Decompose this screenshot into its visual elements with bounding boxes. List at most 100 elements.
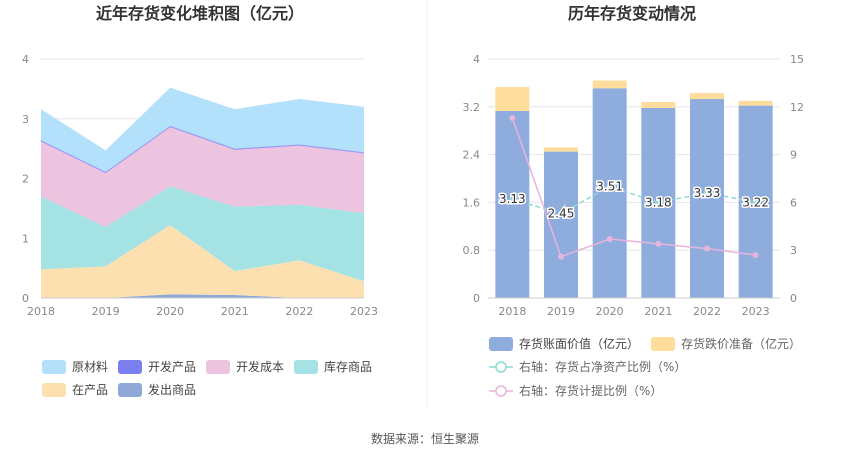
left-y-tick-label: 4 (22, 53, 29, 66)
bar-line-chart: 历年存货变动情况 0 0.8 1.6 2.4 3.2 4 0 3 6 9 12 15 3.13 2.4… (463, 4, 805, 398)
legend-swatch-存货账面价值（亿元） (489, 337, 513, 351)
point-右轴：存货计提比例（%） (655, 240, 662, 247)
legend-label-原材料: 原材料 (72, 360, 108, 374)
right-y2-tick-label: 9 (790, 149, 797, 162)
right-x-tick-label: 2019 (547, 305, 575, 318)
legend-label-存货账面价值（亿元）: 存货账面价值（亿元） (519, 336, 639, 351)
left-x-tick-label: 2019 (92, 305, 120, 318)
legend-marker-右轴：存货计提比例（%） (495, 385, 507, 397)
left-y-tick-label: 1 (22, 232, 29, 245)
point-右轴：存货占净资产比例（%） (704, 189, 710, 196)
bar-存货跌价准备（亿元） (641, 102, 676, 108)
legend-swatch-库存商品 (294, 360, 318, 374)
stacked-area-chart: 近年存货变化堆积图（亿元） 0 1 2 3 4 2018 2019 2020 2021 2022… (22, 4, 378, 397)
right-y2-tick-label: 0 (790, 292, 797, 305)
point-右轴：存货占净资产比例（%） (558, 210, 564, 217)
legend-swatch-开发产品 (118, 360, 142, 374)
bar-存货跌价准备（亿元） (495, 87, 530, 111)
right-y-tick-label: 4 (473, 53, 480, 66)
legend-label-库存商品: 库存商品 (324, 359, 372, 374)
line-右轴：存货占净资产比例（%） (512, 185, 756, 215)
left-y-tick-label: 0 (22, 292, 29, 305)
right-y-tick-label: 0 (473, 292, 480, 305)
bar-data-label: 3.33 (694, 186, 721, 200)
legend-label-开发成本: 开发成本 (236, 359, 284, 374)
left-x-tick-label: 2022 (285, 305, 313, 318)
left-y-ticks: 0 1 2 3 4 (22, 53, 29, 305)
legend-marker-右轴：存货占净资产比例（%） (495, 361, 507, 373)
right-gridlines (488, 58, 780, 299)
legend-label-存货跌价准备（亿元）: 存货跌价准备（亿元） (681, 336, 801, 351)
point-右轴：存货占净资产比例（%） (655, 199, 662, 206)
right-y2-tick-label: 15 (790, 53, 804, 66)
legend-label-在产品: 在产品 (72, 383, 108, 397)
right-bars (488, 80, 780, 299)
right-chart-title: 历年存货变动情况 (568, 4, 696, 23)
left-chart-title: 近年存货变化堆积图（亿元） (96, 4, 304, 23)
area-在产品 (41, 225, 364, 298)
area-库存商品 (41, 186, 364, 282)
line-右轴：存货计提比例（%） (511, 117, 756, 258)
bar-存货账面价值（亿元） (592, 88, 627, 298)
bar-data-label: 2.45 (548, 207, 575, 221)
right-data-labels: 3.13 2.45 3.51 3.18 3.33 3.22 (497, 178, 770, 222)
left-x-ticks: 2018 2019 2020 2021 2022 2023 (27, 305, 378, 318)
area-开发成本 (41, 127, 364, 227)
right-y2-tick-label: 12 (790, 101, 804, 114)
point-右轴：存货占净资产比例（%） (752, 199, 759, 206)
bar-data-label: 3.13 (499, 192, 526, 206)
legend-swatch-在产品 (42, 383, 66, 397)
bar-存货跌价准备（亿元） (544, 147, 578, 152)
bar-存货账面价值（亿元） (690, 99, 724, 298)
legend-label-右轴：存货计提比例（%）: 右轴：存货计提比例（%） (519, 383, 662, 398)
right-legend: 存货账面价值（亿元） 存货跌价准备（亿元） 右轴：存货占净资产比例（%） 右轴：存货计… (489, 336, 801, 398)
left-x-tick-label: 2023 (350, 305, 378, 318)
bar-存货跌价准备（亿元） (592, 80, 627, 89)
legend-swatch-发出商品 (118, 383, 142, 397)
bar-存货跌价准备（亿元） (690, 93, 724, 100)
left-areas (40, 87, 365, 299)
left-x-tick-label: 2018 (27, 305, 55, 318)
bar-data-label: 3.22 (742, 195, 769, 209)
right-x-tick-label: 2023 (742, 305, 770, 318)
right-lines (509, 114, 759, 260)
right-x-tick-label: 2020 (596, 305, 624, 318)
source-text: 数据来源：恒生聚源 (371, 431, 479, 446)
legend-label-发出商品: 发出商品 (148, 382, 196, 397)
right-x-tick-label: 2022 (693, 305, 721, 318)
legend-label-开发产品: 开发产品 (148, 359, 196, 374)
left-x-tick-label: 2021 (221, 305, 249, 318)
left-y-tick-label: 3 (22, 113, 29, 126)
right-y2-tick-label: 6 (790, 196, 797, 209)
right-x-tick-label: 2021 (644, 305, 672, 318)
point-右轴：存货计提比例（%） (704, 245, 710, 252)
legend-swatch-存货跌价准备（亿元） (651, 337, 675, 351)
right-y2-ticks: 0 3 6 9 12 15 (790, 53, 804, 305)
point-右轴：存货计提比例（%） (558, 253, 564, 260)
point-右轴：存货计提比例（%） (752, 251, 759, 258)
left-x-tick-label: 2020 (156, 305, 184, 318)
legend-swatch-原材料 (42, 360, 66, 374)
bar-data-label: 3.51 (596, 179, 623, 193)
right-y-tick-label: 2.4 (463, 149, 481, 162)
right-y-ticks: 0 0.8 1.6 2.4 3.2 4 (463, 53, 481, 305)
legend-swatch-开发成本 (206, 360, 230, 374)
point-右轴：存货计提比例（%） (606, 236, 613, 243)
right-y-tick-label: 1.6 (463, 196, 481, 209)
bar-存货跌价准备（亿元） (738, 100, 773, 106)
area-原材料 (41, 87, 364, 172)
right-x-tick-label: 2018 (498, 305, 526, 318)
right-x-ticks: 2018 2019 2020 2021 2022 2023 (498, 305, 769, 318)
legend-label-右轴：存货占净资产比例（%）: 右轴：存货占净资产比例（%） (519, 359, 686, 374)
bar-data-label: 3.18 (645, 195, 672, 209)
point-右轴：存货占净资产比例（%） (606, 183, 613, 190)
bar-存货账面价值（亿元） (495, 110, 530, 298)
right-y-tick-label: 3.2 (463, 101, 481, 114)
right-y2-tick-label: 3 (790, 244, 797, 257)
area-line-开发产品 (40, 124, 365, 174)
area-发出商品 (41, 294, 364, 298)
point-右轴：存货占净资产比例（%） (509, 196, 516, 203)
point-右轴：存货计提比例（%） (509, 114, 516, 121)
